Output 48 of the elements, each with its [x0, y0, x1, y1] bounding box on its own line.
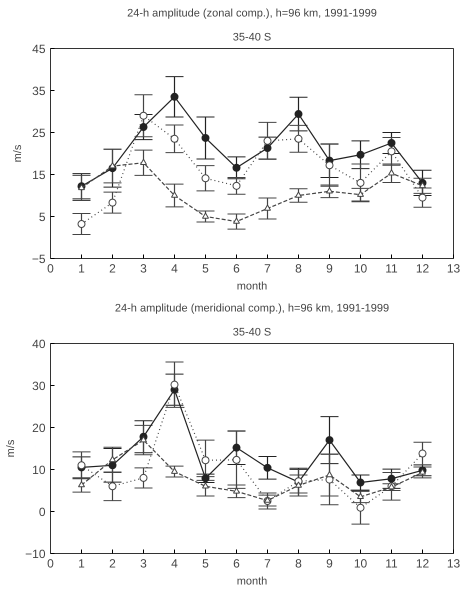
- x-tick-label: 8: [295, 262, 302, 276]
- x-tick-label: 10: [354, 556, 368, 570]
- x-tick-label: 12: [416, 556, 430, 570]
- chart-subtitle: 35-40 S: [232, 326, 272, 338]
- y-tick-label: 30: [32, 379, 46, 393]
- y-tick-label: 10: [32, 463, 46, 477]
- x-tick-label: 11: [385, 556, 398, 570]
- x-tick-label: 3: [140, 556, 148, 570]
- x-axis-title: month: [236, 576, 268, 588]
- y-tick-label: 20: [32, 421, 46, 435]
- x-tick-label: 6: [233, 556, 240, 570]
- x-tick-label: 2: [109, 262, 116, 276]
- y-tick-label: −10: [25, 547, 46, 561]
- x-tick-label: 7: [264, 262, 272, 276]
- x-tick-label: 4: [171, 262, 178, 276]
- y-tick-label: 25: [32, 126, 46, 140]
- chart-subtitle: 35-40 S: [232, 32, 272, 44]
- y-tick-label: −5: [32, 252, 46, 266]
- x-tick-label: 1: [78, 556, 86, 570]
- y-tick-label: 15: [32, 168, 46, 182]
- y-axis-title: m/s: [5, 439, 18, 458]
- x-tick-label: 0: [47, 262, 54, 276]
- y-tick-label: 5: [38, 210, 46, 224]
- x-tick-label: 8: [295, 556, 302, 570]
- x-tick-label: 10: [354, 262, 368, 276]
- x-tick-label: 2: [109, 556, 116, 570]
- x-tick-label: 3: [140, 262, 148, 276]
- chart-title: 24-h amplitude (zonal comp.), h=96 km, 1991-1999: [127, 8, 377, 20]
- x-tick-label: 0: [47, 556, 54, 570]
- x-tick-label: 5: [202, 262, 210, 276]
- y-tick-label: 45: [32, 42, 46, 56]
- x-tick-label: 12: [416, 262, 430, 276]
- x-tick-label: 11: [385, 262, 398, 276]
- x-tick-label: 5: [202, 556, 210, 570]
- x-tick-label: 13: [446, 556, 460, 570]
- x-tick-label: 4: [171, 556, 178, 570]
- x-tick-label: 9: [326, 262, 334, 276]
- x-tick-label: 6: [233, 262, 240, 276]
- y-axis-title: m/s: [12, 144, 24, 162]
- x-tick-label: 13: [446, 262, 460, 276]
- x-tick-label: 7: [264, 556, 272, 570]
- y-tick-label: 0: [38, 505, 46, 519]
- x-tick-label: 9: [326, 556, 334, 570]
- x-axis-title: month: [236, 280, 268, 292]
- y-tick-label: 35: [32, 84, 46, 98]
- x-tick-label: 1: [78, 262, 86, 276]
- chart-title: 24-h amplitude (meridional comp.), h=96 km, 1991-1999: [114, 302, 390, 314]
- y-tick-label: 40: [32, 337, 46, 351]
